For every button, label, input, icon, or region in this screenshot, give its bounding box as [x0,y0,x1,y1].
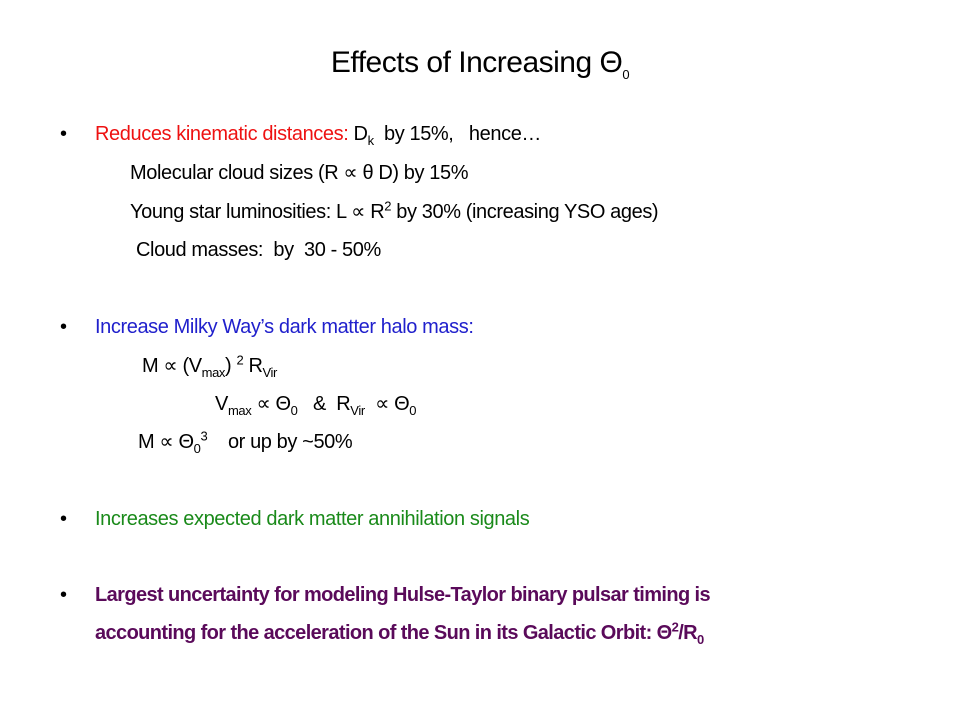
bullet-1-line-3: Young star luminosities: L ∝ R2 by 30% (… [130,198,659,224]
title-sub: 0 [622,67,630,82]
bullet-1-line-2: Molecular cloud sizes (R ∝ θ D) by 15% [130,162,469,184]
equation-3: M ∝ Θ03 or up by ~50% [138,428,353,456]
bullet-1-lead: Reduces kinematic distances: [95,123,354,145]
e3a: M ∝ Θ [138,431,194,453]
e1-sub1: max [201,365,226,380]
e2a: V [215,393,228,415]
title-text: Effects of Increasing [330,46,600,79]
bullet-1-line-4: Cloud masses: by 30 - 50% [136,239,381,261]
b4-l2a: accounting for the acceleration of the S… [95,622,672,644]
e1-sub2: Vir [262,365,278,380]
e2-sub4: 0 [409,403,417,418]
e2-sub3: Vir [350,403,365,418]
bullet-icon: • [60,316,68,338]
b4-l2b: /R [678,622,698,644]
equation-2: Vmax ∝ Θ0 & RVir ∝ Θ0 [215,392,417,418]
e1-sup: 2 [236,352,244,368]
dk-symbol: D [353,123,368,145]
e3-sup: 3 [200,428,208,444]
bullet-icon: • [60,123,68,145]
e1a: M ∝ (V [142,355,202,377]
e2b: ∝ Θ [251,393,291,415]
l3a: Young star luminosities: L ∝ R [130,201,385,223]
e2c: & R [297,393,351,415]
bullet-1-rest: by 15%, hence… [373,123,542,145]
bullet-3-text: Increases expected dark matter annihilat… [95,508,530,530]
dk-sub: k [367,133,375,148]
e2-sub1: max [227,403,252,418]
bullet-icon: • [60,584,68,606]
e2-sub2: 0 [290,403,298,418]
b4-sup: 2 [671,619,679,635]
title-symbol: Θ [599,46,623,79]
e1b: ) [225,355,237,377]
bullet-icon: • [60,508,68,530]
e2d: ∝ Θ [364,393,410,415]
b4-sub: 0 [697,632,704,647]
bullet-2-lead: Increase Milky Way’s dark matter halo ma… [95,316,474,338]
l3b: by 30% (increasing YSO ages) [391,201,659,223]
bullet-4-line-2: accounting for the acceleration of the S… [95,619,704,647]
e1c: R [243,355,263,377]
slide-title: Effects of Increasing Θ0 [0,46,960,82]
l3-sup: 2 [384,198,392,214]
bullet-4-line-1: Largest uncertainty for modeling Hulse-T… [95,584,711,606]
e3b: or up by ~50% [207,431,353,453]
equation-1: M ∝ (Vmax) 2 RVir [142,352,278,380]
bullet-1-line-1: Reduces kinematic distances: Dk by 15%, … [95,122,542,148]
e3-sub: 0 [193,441,201,456]
